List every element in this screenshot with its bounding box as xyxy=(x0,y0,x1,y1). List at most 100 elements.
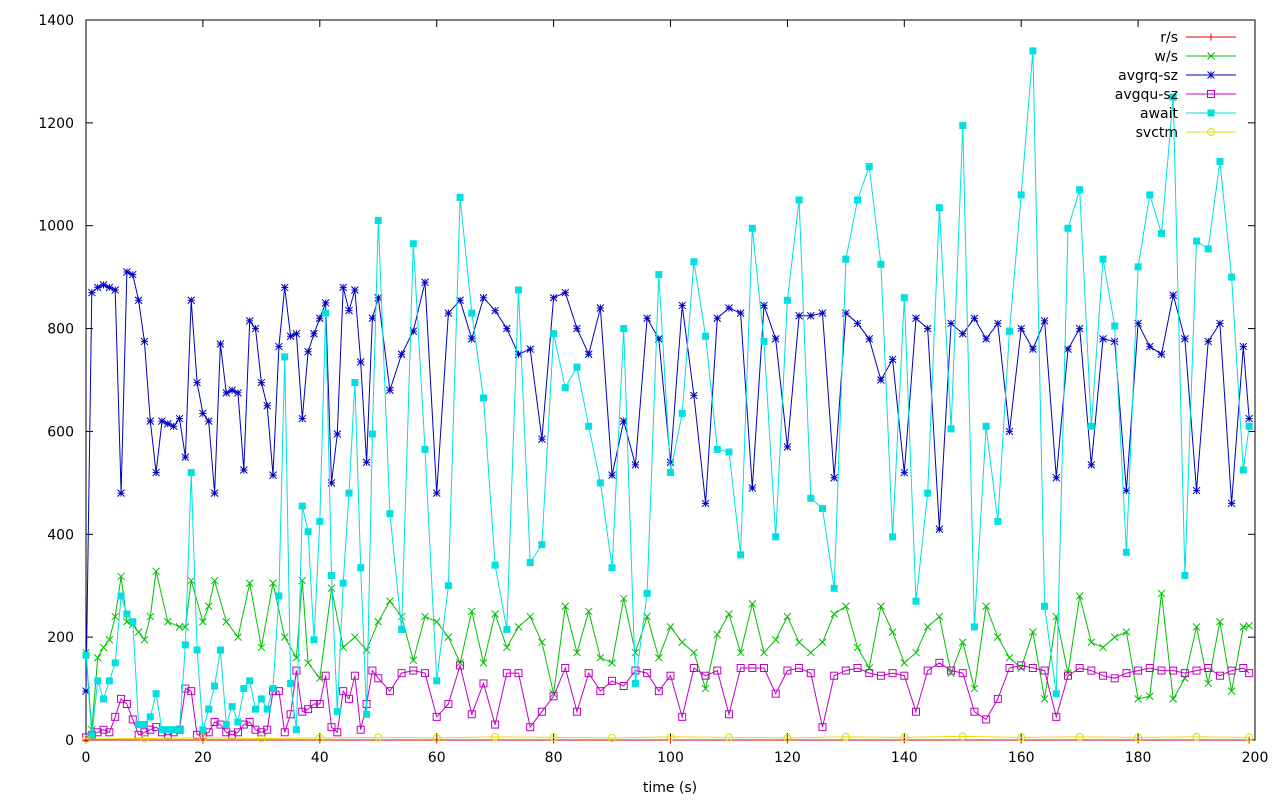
data-point-await xyxy=(421,445,429,453)
data-point-w-s xyxy=(444,633,453,641)
data-point-await xyxy=(246,677,254,685)
data-point-avgrq-sz xyxy=(1040,317,1049,325)
data-point-avgqu-sz xyxy=(222,728,231,737)
data-point-avgqu-sz xyxy=(245,718,254,726)
data-point-avgqu-sz xyxy=(1192,666,1201,675)
data-point-avgqu-sz xyxy=(187,687,196,696)
data-point-w-s xyxy=(982,602,990,611)
data-point-avgrq-sz xyxy=(216,340,225,348)
data-point-await xyxy=(760,337,768,345)
data-point-w-s xyxy=(134,628,143,636)
data-point-await xyxy=(1041,602,1049,610)
data-point-avgqu-sz xyxy=(1099,671,1108,680)
data-point-await xyxy=(135,721,143,729)
data-point-avgrq-sz xyxy=(263,401,272,410)
data-point-await xyxy=(100,695,108,703)
data-point-avgqu-sz xyxy=(1180,669,1189,678)
data-point-avgrq-sz xyxy=(105,283,114,292)
data-point-w-s xyxy=(853,643,862,652)
y-tick-label: 200 xyxy=(47,630,74,646)
data-point-avgqu-sz xyxy=(1215,671,1224,680)
data-point-w-s xyxy=(678,638,687,647)
data-point-avgrq-sz xyxy=(87,288,96,297)
data-point-avgrq-sz xyxy=(935,525,944,533)
data-point-avgqu-sz xyxy=(374,674,383,683)
data-point-await xyxy=(322,309,330,317)
data-point-await xyxy=(1134,263,1142,271)
data-point-avgrq-sz xyxy=(654,335,663,343)
data-point-avgqu-sz xyxy=(830,671,839,680)
data-point-w-s xyxy=(1005,653,1014,662)
data-point-w-s xyxy=(187,576,196,585)
data-point-await xyxy=(585,422,593,430)
data-point-w-s xyxy=(93,653,102,662)
data-point-avgrq-sz xyxy=(82,687,90,695)
data-point-avgrq-sz xyxy=(491,306,500,315)
data-point-avgqu-sz xyxy=(502,669,511,678)
data-point-w-s xyxy=(935,612,944,621)
data-point-await xyxy=(772,533,780,541)
data-point-w-s xyxy=(351,633,359,641)
data-point-await xyxy=(304,528,312,536)
data-point-w-s xyxy=(199,617,207,626)
data-point-w-s xyxy=(713,630,722,639)
data-point-await xyxy=(222,721,230,729)
data-point-avgqu-sz xyxy=(409,666,418,675)
data-point-await xyxy=(725,448,733,456)
data-point-avgrq-sz xyxy=(573,324,581,333)
data-point-avgqu-sz xyxy=(993,694,1002,703)
data-point-avgrq-sz xyxy=(99,281,108,289)
data-point-await xyxy=(105,677,113,685)
data-point-await xyxy=(228,703,236,711)
x-tick-label: 20 xyxy=(194,750,212,766)
data-point-avgrq-sz xyxy=(169,422,178,431)
data-point-w-s xyxy=(421,612,429,621)
data-point-await xyxy=(818,505,826,513)
data-point-await xyxy=(1087,422,1095,430)
data-point-avgqu-sz xyxy=(795,664,804,672)
data-point-avgrq-sz xyxy=(736,309,745,317)
x-tick-label: 80 xyxy=(545,750,563,766)
y-tick-label: 1000 xyxy=(38,219,74,235)
data-point-w-s xyxy=(1192,623,1201,631)
data-point-avgrq-sz xyxy=(1169,291,1178,299)
data-point-await xyxy=(351,379,359,387)
data-point-svctm xyxy=(1075,732,1084,741)
legend-marker-w-s xyxy=(1207,52,1215,60)
data-point-avgqu-sz xyxy=(345,694,354,703)
data-point-svctm xyxy=(432,733,441,742)
data-point-avgrq-sz xyxy=(690,391,698,400)
data-point-avgqu-sz xyxy=(514,669,523,678)
data-point-await xyxy=(491,561,499,569)
data-point-await xyxy=(292,726,300,734)
data-point-avgqu-sz xyxy=(1063,671,1072,680)
data-point-avgrq-sz xyxy=(397,350,406,359)
data-point-await xyxy=(900,294,908,302)
data-point-avgrq-sz xyxy=(152,468,160,477)
data-point-avgrq-sz xyxy=(912,314,920,323)
data-point-w-s xyxy=(561,602,570,611)
legend-entry-r-s: r/s xyxy=(1160,30,1236,46)
data-point-avgqu-sz xyxy=(491,720,500,729)
data-point-w-s xyxy=(1029,628,1037,636)
data-point-avgrq-sz xyxy=(725,304,733,312)
data-point-await xyxy=(1245,422,1253,430)
data-point-await xyxy=(1193,237,1201,245)
data-point-w-s xyxy=(222,617,231,626)
data-point-avgrq-sz xyxy=(514,350,523,359)
data-point-avgrq-sz xyxy=(1157,350,1166,359)
data-point-w-s xyxy=(631,648,640,657)
data-point-avgrq-sz xyxy=(526,345,535,353)
data-point-await xyxy=(310,636,318,644)
y-tick-label: 1200 xyxy=(38,116,74,132)
data-point-await xyxy=(263,705,271,713)
data-point-svctm xyxy=(374,733,383,742)
data-point-await xyxy=(444,582,452,590)
data-point-avgqu-sz xyxy=(1122,669,1131,678)
data-point-w-s xyxy=(245,579,254,587)
data-point-w-s xyxy=(736,648,745,657)
data-point-avgrq-sz xyxy=(1227,499,1236,508)
data-point-await xyxy=(456,193,464,201)
data-point-w-s xyxy=(105,635,114,644)
